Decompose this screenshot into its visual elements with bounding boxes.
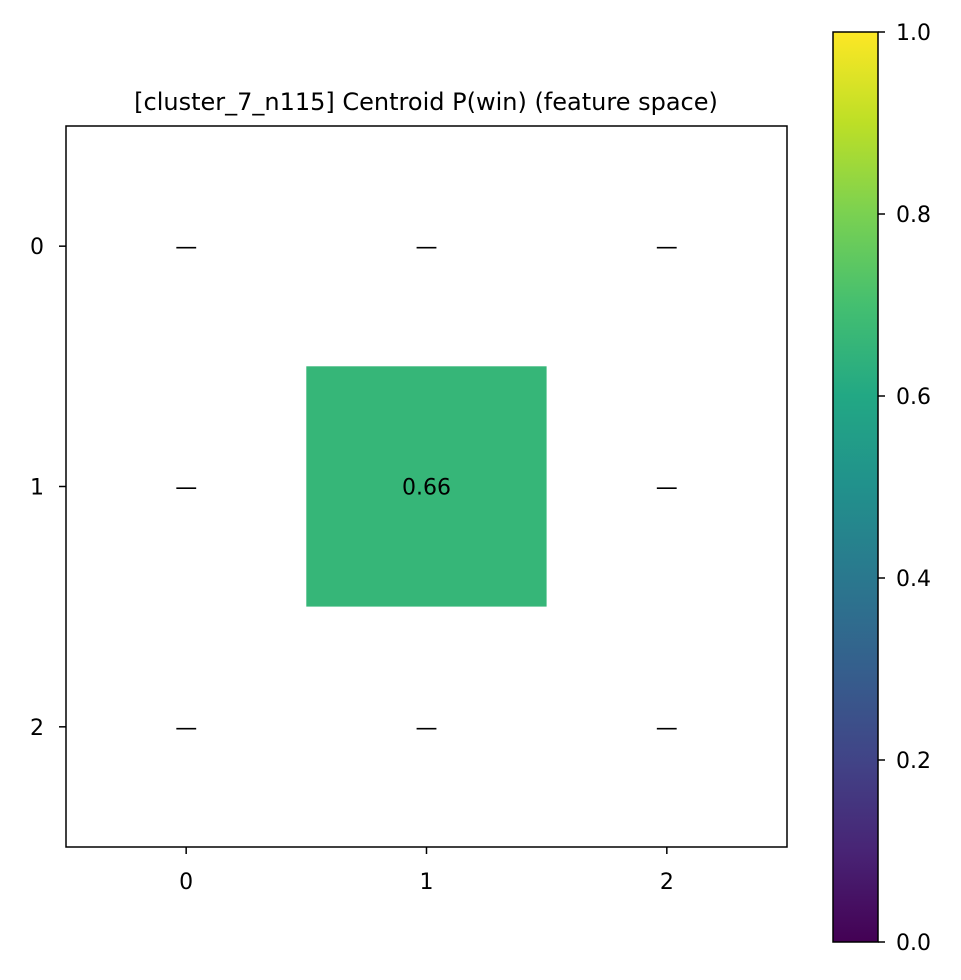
y-axis: 0 1 2 (30, 235, 66, 741)
x-tick-label: 2 (660, 870, 674, 895)
cell-label: — (175, 235, 197, 260)
y-tick-label: 1 (30, 475, 44, 500)
colorbar-tick-label: 0.6 (896, 385, 931, 410)
heatmap-cells (306, 366, 547, 607)
colorbar-tick-label: 0.4 (896, 567, 931, 592)
cell-label: — (656, 476, 678, 501)
cell-label: — (416, 716, 438, 741)
y-tick-label: 2 (30, 716, 44, 741)
heatmap-cell (306, 366, 547, 607)
y-tick-label: 0 (30, 235, 44, 260)
x-tick-label: 1 (419, 870, 433, 895)
colorbar-tick-label: 0.8 (896, 203, 931, 228)
x-axis: 0 1 2 (179, 847, 674, 895)
colorbar-axis: 0.0 0.2 0.4 0.6 0.8 1.0 (878, 21, 931, 956)
colorbar-tick-label: 0.2 (896, 749, 931, 774)
x-tick-label: 0 (179, 870, 193, 895)
chart-title: [cluster_7_n115] Centroid P(win) (featur… (134, 88, 718, 116)
colorbar-tick-label: 0.0 (896, 931, 931, 956)
colorbar-tick-label: 1.0 (896, 21, 931, 46)
colorbar (832, 31, 879, 943)
cell-label: — (175, 716, 197, 741)
cell-label: — (656, 716, 678, 741)
cell-label: — (656, 235, 678, 260)
cell-label: 0.66 (402, 476, 451, 501)
heatmap-cell-labels: — — — — 0.66 — — — — (175, 235, 678, 741)
cell-label: — (416, 235, 438, 260)
cell-label: — (175, 476, 197, 501)
